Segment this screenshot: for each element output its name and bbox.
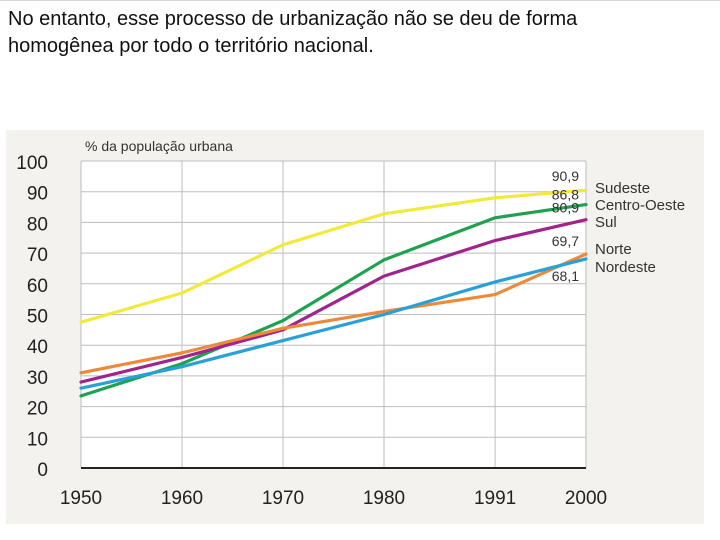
series-line-norte [79,252,588,375]
x-tick-label-2000: 2000 [565,488,607,509]
x-tick-label-1960: 1960 [161,488,203,509]
slide-title: No entanto, esse processo de urbanização… [8,6,708,60]
y-axis-label: % da população urbana [85,138,233,154]
x-tick-label-1980: 1980 [363,488,405,509]
y-tick-label-50: 50 [27,307,48,328]
slide-title-line-1: No entanto, esse processo de urbanização… [8,8,578,30]
y-tick-label-20: 20 [27,399,48,420]
legend-entry-sul: Sul [595,214,617,231]
end-value-label-sudeste: 90,9 [552,168,579,184]
end-value-label-centro-oeste: 86,8 [552,187,579,203]
series-line-nordeste [79,257,588,390]
y-tick-label-30: 30 [27,368,48,389]
y-tick-label-90: 90 [27,184,48,205]
slide-title-line-2: homogênea por todo o território nacional… [8,35,374,57]
legend-entry-nordeste: Nordeste [595,259,656,276]
series-line-sul [79,218,588,384]
chart-panel: 0 10 20 30 40 50 60 70 80 90 100 1950 1960 1970 1980 19… [6,130,704,524]
legend-entry-sudeste: Sudeste [595,180,650,197]
legend-entry-norte: Norte [595,241,632,258]
x-tick-label-1991: 1991 [474,488,516,509]
urban-population-line-chart: 0 10 20 30 40 50 60 70 80 90 100 1950 1960 1970 1980 19… [16,138,685,509]
y-tick-label-70: 70 [27,245,48,266]
x-tick-label-1950: 1950 [60,488,102,509]
y-tick-label-80: 80 [27,214,48,235]
x-tick-label-1970: 1970 [262,488,304,509]
end-value-label-nordeste: 68,1 [552,268,579,284]
end-value-label-norte: 69,7 [552,233,579,249]
series-line-sudeste [79,188,588,324]
end-value-label-sul: 80,9 [552,200,579,216]
legend-entry-centro-oeste: Centro-Oeste [595,197,685,214]
top-divider [0,0,720,1]
y-tick-label-100: 100 [16,153,48,174]
y-tick-label-0: 0 [37,460,48,481]
y-tick-label-60: 60 [27,276,48,297]
y-tick-label-10: 10 [27,429,48,450]
y-tick-label-40: 40 [27,337,48,358]
